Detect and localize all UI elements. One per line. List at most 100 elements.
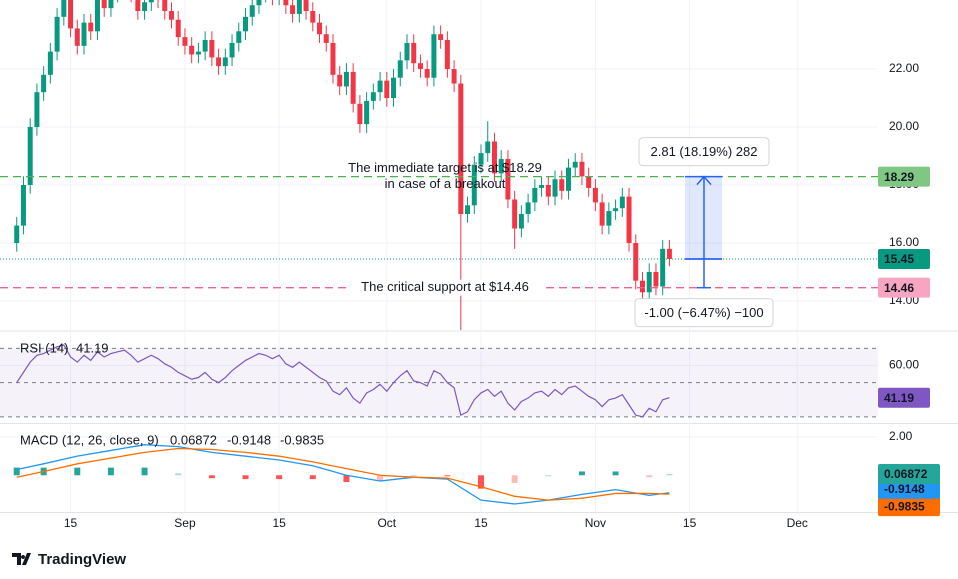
signal-line [16, 447, 670, 501]
measure-label-box [634, 298, 774, 328]
candle-body [471, 164, 477, 206]
price-tag [878, 166, 930, 187]
x-tick-label: Oct [377, 516, 396, 530]
candle-body [539, 185, 545, 188]
candle-body [182, 37, 188, 46]
candle-body [303, 0, 309, 12]
measure-label: 2.81 (18.19%) 282 [651, 144, 758, 159]
indicator-value: -0.9835 [280, 432, 324, 447]
x-tick-label: 15 [683, 516, 697, 530]
y-tick-label: 22.00 [889, 61, 919, 75]
x-tick-label: Dec [787, 516, 808, 530]
candle-body [47, 51, 53, 75]
histogram-bar [309, 475, 316, 480]
candle-body [660, 248, 666, 287]
candle-body [653, 272, 659, 287]
candle-body [559, 179, 565, 191]
histogram-bar [107, 467, 114, 476]
x-tick-label: 15 [272, 516, 286, 530]
macd-line [16, 444, 670, 505]
candle-body [81, 22, 87, 46]
candle-body [545, 185, 551, 197]
candle-body [202, 40, 208, 52]
histogram-bar [74, 467, 81, 476]
candle-body [431, 34, 437, 78]
x-tick-label: Sep [174, 516, 196, 530]
candle-body [236, 31, 242, 43]
candle-body [417, 63, 423, 70]
price-tag-label: 0.06872 [884, 467, 928, 481]
candle-body [27, 127, 33, 186]
candle-body [310, 11, 316, 23]
candle-body [451, 69, 457, 84]
price-tag [878, 463, 940, 484]
candle-body [256, 0, 262, 6]
candle-body [411, 42, 417, 64]
candle-body [465, 205, 471, 215]
candle-body [195, 51, 201, 55]
candle-body [108, 0, 114, 9]
candle-body [505, 158, 511, 200]
candle-body [343, 71, 349, 87]
candle-body [633, 243, 639, 281]
rsi-pane [0, 344, 878, 418]
indicator-title: MACD (12, 26, close, 9) [20, 432, 159, 447]
price-tag [878, 496, 940, 517]
histogram-bar [343, 475, 350, 482]
price-tag-label: -0.9835 [884, 499, 925, 513]
candle-body [74, 28, 80, 46]
candle-body [41, 74, 47, 93]
histogram-bar [242, 475, 249, 480]
price-tag-label: 41.19 [884, 391, 914, 405]
candle-body [498, 158, 504, 174]
candle-body [189, 45, 195, 55]
candle-body [68, 0, 74, 29]
candle-body [14, 225, 20, 244]
candle-body [532, 187, 538, 203]
candle-body [290, 5, 296, 14]
candle-body [613, 208, 619, 212]
y-tick-label: 20.00 [889, 119, 919, 133]
macd-pane [13, 444, 673, 505]
candle-body [592, 187, 598, 203]
candle-body [639, 280, 645, 293]
candle-body [565, 167, 571, 191]
candle-body [552, 179, 558, 197]
candle-body [283, 0, 289, 6]
candle-body [216, 57, 222, 67]
candle-body [54, 16, 60, 52]
candle-body [646, 272, 652, 293]
measure-label: -1.00 (−6.47%) −100 [644, 305, 763, 320]
candle-body [249, 5, 255, 17]
histogram-bar [410, 475, 417, 477]
candle-body [438, 34, 444, 41]
candle-body [162, 0, 168, 12]
logo: TradingView [12, 551, 126, 568]
candle-body [222, 57, 228, 67]
candle-body [357, 103, 363, 125]
price-tag [878, 277, 930, 298]
indicator-value: 0.06872 [170, 432, 217, 447]
candle-body [572, 161, 578, 168]
annotation: The critical support at $14.46 [361, 279, 529, 294]
histogram-bar [141, 467, 148, 476]
candle-body [323, 34, 329, 43]
annotation: in case of a breakout [385, 176, 506, 191]
candle-body [101, 0, 107, 9]
candle-body [606, 211, 612, 226]
candle-body [619, 196, 625, 209]
candle-body [88, 22, 94, 32]
candle-body [229, 42, 235, 58]
y-tick-label: 16.00 [889, 235, 919, 249]
annotation-bg [350, 279, 542, 296]
candle-body [370, 92, 376, 101]
histogram-bar [666, 473, 673, 476]
brand: TradingView [38, 551, 126, 568]
annotation: The immediate target is at $18.29 [348, 160, 542, 175]
candle-body [491, 141, 497, 174]
histogram-bar [578, 471, 585, 476]
candle-body [384, 80, 390, 99]
candle-body [243, 16, 249, 32]
